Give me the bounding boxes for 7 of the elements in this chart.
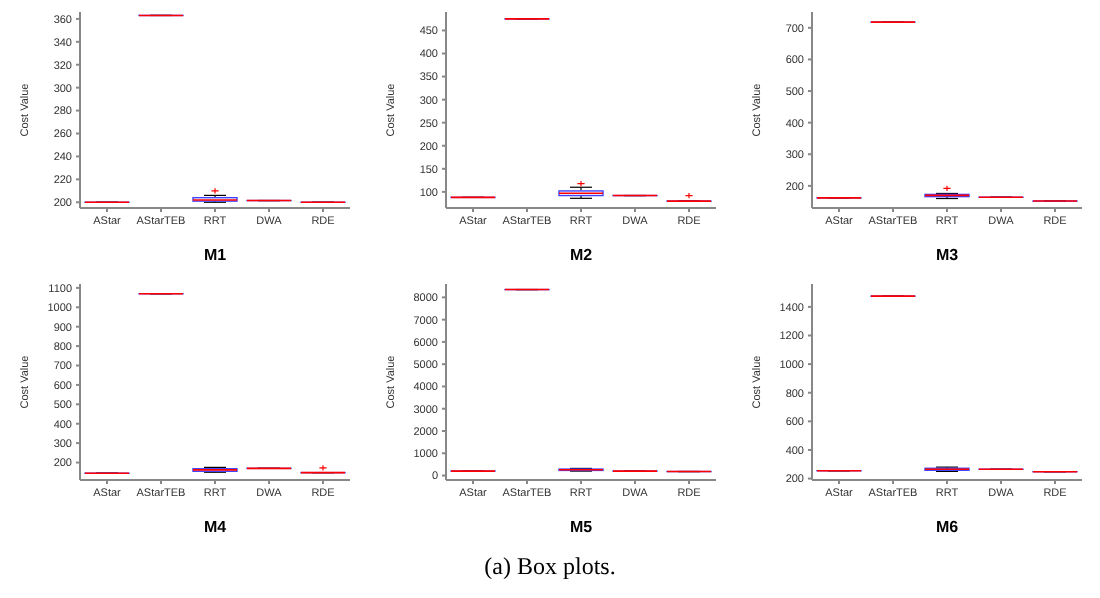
x-axis-title: M5: [569, 518, 594, 536]
x-axis-title: M1: [203, 246, 228, 264]
x-axis-title: M4: [203, 518, 228, 536]
x-axis-title: M3: [935, 246, 960, 264]
x-axis-title: M2: [569, 246, 594, 264]
x-axis-title: M6: [935, 518, 960, 536]
text: (a) Box plots.: [484, 552, 616, 580]
